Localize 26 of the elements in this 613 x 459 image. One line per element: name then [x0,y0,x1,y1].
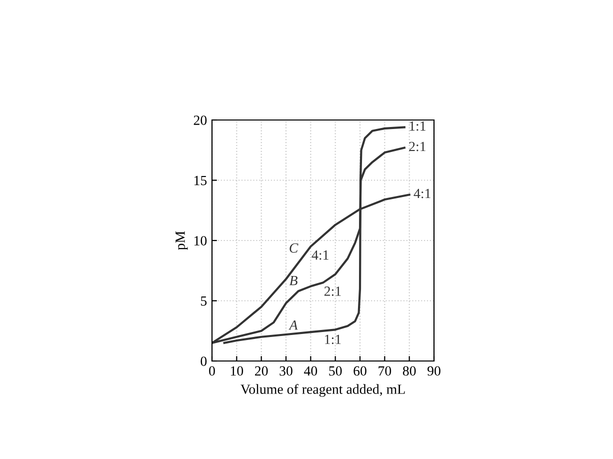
x-tick-label: 0 [209,366,215,376]
y-axis-title: pM [176,231,188,250]
x-tick-label: 10 [230,366,244,376]
x-axis-title: Volume of reagent added, mL [240,384,405,397]
series-label: 1:1 [410,121,426,131]
annotation: 2:1 [324,286,341,296]
y-tick-label: 20 [194,116,207,125]
x-tick-label: 40 [304,366,318,376]
x-tick-label: 50 [329,366,342,376]
annotation: C [290,243,298,253]
series-label: 4:1 [414,188,430,198]
x-tick-label: 20 [255,366,268,376]
x-tick-label: 70 [378,366,392,376]
x-tick-label: 90 [428,366,440,376]
series-label: 2:1 [409,142,426,152]
annotation: B [289,276,298,286]
annotation: A [288,320,298,330]
y-tick-label: 0 [200,356,207,366]
x-tick-label: 60 [354,366,366,376]
annotation: 4:1 [312,250,328,260]
y-tick-label: 15 [194,176,207,186]
y-tick-label: 5 [201,296,207,306]
x-tick-label: 80 [402,366,416,376]
annotation: 1:1 [325,334,341,344]
y-tick-label: 10 [194,236,207,246]
x-tick-label: 30 [280,366,292,376]
